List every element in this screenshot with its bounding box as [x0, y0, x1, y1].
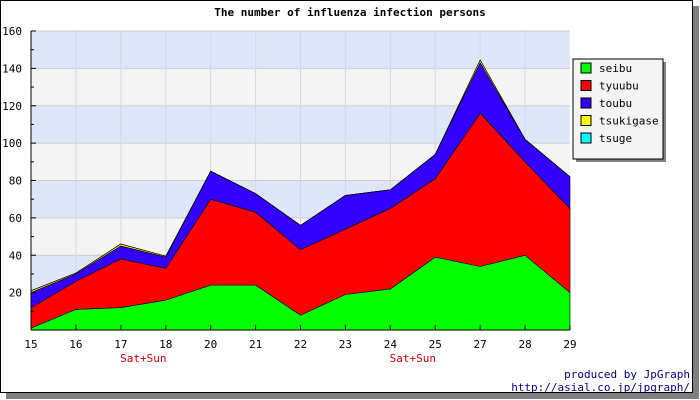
area-tsuge	[30, 59, 571, 292]
legend-swatch-toubu	[580, 97, 592, 109]
credit-line-1: produced by JpGraph	[564, 368, 690, 381]
legend-label-toubu: toubu	[599, 97, 632, 110]
y-tick-label: 120	[2, 100, 22, 113]
y-tick-label: 140	[2, 62, 22, 75]
x-tick-label: 28	[518, 338, 531, 351]
x-tick-label: 23	[339, 338, 352, 351]
x-tick-label: 25	[429, 338, 442, 351]
x-tick-label: 18	[159, 338, 172, 351]
legend-swatch-tsukigase	[580, 115, 592, 126]
frame-shadow-right	[693, 6, 699, 399]
x-axis-tick-labels: 15 16 17 18 20 21 22 23 24 25 27 28 29 Sat+Sun Sat+Sun	[24, 338, 576, 365]
x-tick-label: 29	[563, 338, 576, 351]
y-tick-label: 20	[9, 287, 22, 300]
weekend-label: Sat+Sun	[120, 352, 166, 365]
legend-label-tsuge: tsuge	[599, 132, 632, 145]
x-tick-label: 22	[294, 338, 307, 351]
x-tick-label: 15	[24, 338, 37, 351]
x-tick-label: 24	[384, 338, 398, 351]
credit-url[interactable]: http://asial.co.jp/jpgraph/	[511, 381, 690, 394]
legend-label-tsukigase: tsukigase	[599, 115, 659, 128]
x-tick-label: 17	[114, 338, 127, 351]
legend-swatch-seibu	[580, 62, 592, 74]
legend-label-seibu: seibu	[599, 62, 632, 75]
plot-axes	[30, 30, 571, 331]
y-axis-tick-labels: 20 40 60 80 100 120 140 160	[2, 25, 22, 300]
x-tick-label: 21	[249, 338, 262, 351]
x-tick-label: 20	[204, 338, 217, 351]
frame-shadow-bottom	[6, 393, 699, 399]
legend: seibu tyuubu toubu tsukigase tsuge	[572, 58, 666, 162]
x-tick-label: 16	[69, 338, 82, 351]
y-tick-label: 100	[2, 137, 22, 150]
y-tick-label: 160	[2, 25, 22, 38]
y-tick-label: 40	[9, 249, 22, 262]
weekend-label: Sat+Sun	[390, 352, 436, 365]
chart-title: The number of influenza infection person…	[214, 6, 486, 19]
x-tick-label: 27	[474, 338, 487, 351]
y-tick-label: 80	[9, 175, 22, 188]
legend-swatch-tsuge	[580, 132, 592, 144]
y-tick-label: 60	[9, 212, 22, 225]
legend-label-tyuubu: tyuubu	[599, 80, 639, 93]
legend-swatch-tyuubu	[580, 80, 592, 91]
